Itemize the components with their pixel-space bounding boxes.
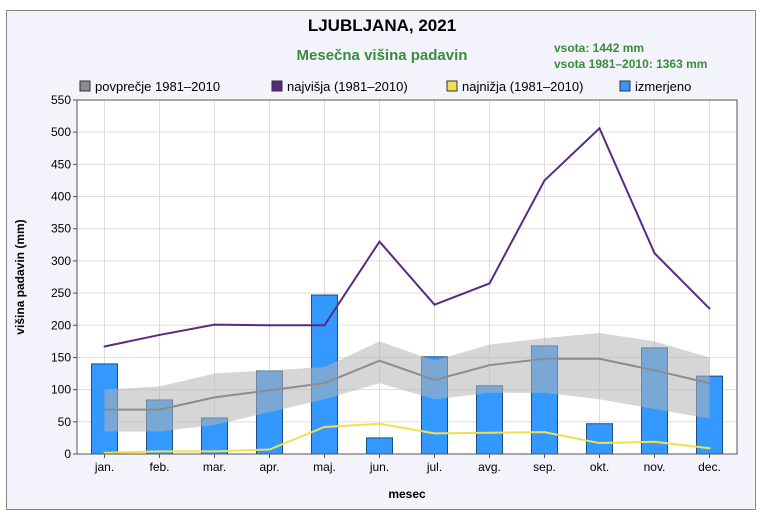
max-line-point xyxy=(213,323,216,326)
sum-label: vsota: 1442 mm xyxy=(554,41,644,55)
average-line-point xyxy=(268,389,271,392)
max-line-point xyxy=(488,282,491,285)
min-line-point xyxy=(708,447,711,450)
y-tick-label: 550 xyxy=(51,93,71,107)
legend-swatch xyxy=(79,80,91,92)
y-tick-label: 250 xyxy=(51,286,71,300)
min-line-point xyxy=(323,425,326,428)
max-line-point xyxy=(158,333,161,336)
x-tick-label: nov. xyxy=(644,460,666,474)
average-line-point xyxy=(543,357,546,360)
min-line-point xyxy=(378,422,381,425)
max-line-point xyxy=(323,324,326,327)
y-tick-label: 50 xyxy=(58,415,72,429)
x-tick-label: avg. xyxy=(478,460,501,474)
min-line-point xyxy=(543,431,546,434)
max-line-point xyxy=(433,303,436,306)
x-tick-label: jul. xyxy=(426,460,442,474)
average-line-point xyxy=(158,408,161,411)
max-line-point xyxy=(653,252,656,255)
min-line xyxy=(104,422,710,454)
legend-label: najvišja (1981–2010) xyxy=(287,79,408,94)
sum-normal-label: vsota 1981–2010: 1363 mm xyxy=(554,57,707,71)
legend-swatch xyxy=(271,80,283,92)
x-axis-label: mesec xyxy=(388,487,426,501)
normal-range-band xyxy=(104,332,710,432)
min-line-point xyxy=(158,450,161,453)
bar-okt xyxy=(586,423,613,455)
y-tick-label: 200 xyxy=(51,318,71,332)
max-line-point xyxy=(268,324,271,327)
chart-subtitle: Mesečna višina padavin xyxy=(297,47,468,64)
y-tick-label: 0 xyxy=(64,447,71,461)
y-axis-label: višina padavin (mm) xyxy=(13,219,27,334)
bar-jun xyxy=(366,437,393,455)
chart-title: LJUBLJANA, 2021 xyxy=(308,16,456,35)
min-line-point xyxy=(653,440,656,443)
x-tick-label: mar. xyxy=(203,460,226,474)
max-line-point xyxy=(378,240,381,243)
max-line-point xyxy=(103,345,106,348)
min-line-point xyxy=(433,432,436,435)
legend-swatch xyxy=(446,80,458,92)
legend-label: izmerjeno xyxy=(635,79,691,94)
y-tick-label: 150 xyxy=(51,350,71,364)
average-line-point xyxy=(213,396,216,399)
max-line xyxy=(104,126,711,348)
y-tick-label: 350 xyxy=(51,222,71,236)
min-line-point xyxy=(268,448,271,451)
average-line-point xyxy=(488,364,491,367)
min-line-point xyxy=(213,450,216,453)
x-tick-label: sep. xyxy=(533,460,556,474)
average-line-point xyxy=(598,357,601,360)
min-line-point xyxy=(488,431,491,434)
bar-avg xyxy=(476,385,503,455)
max-line-point xyxy=(708,307,711,310)
max-line-point xyxy=(598,127,601,130)
min-line-point xyxy=(598,442,601,445)
average-line-point xyxy=(433,378,436,381)
average-line xyxy=(104,357,710,411)
min-line-point xyxy=(103,451,106,454)
x-tick-label: jan. xyxy=(94,460,114,474)
average-line-point xyxy=(378,359,381,362)
y-tick-label: 100 xyxy=(51,383,71,397)
x-tick-label: jun. xyxy=(369,460,389,474)
x-tick-label: feb. xyxy=(149,460,169,474)
y-tick-label: 400 xyxy=(51,190,71,204)
y-tick-label: 300 xyxy=(51,254,71,268)
x-tick-label: okt. xyxy=(590,460,609,474)
legend-label: povprečje 1981–2010 xyxy=(95,79,220,94)
average-line-point xyxy=(103,408,106,411)
average-line-point xyxy=(653,369,656,372)
y-tick-label: 450 xyxy=(51,157,71,171)
y-tick-label: 500 xyxy=(51,125,71,139)
legend-swatch xyxy=(619,80,631,92)
plot-border xyxy=(76,99,738,455)
average-line-point xyxy=(323,382,326,385)
x-tick-label: apr. xyxy=(259,460,279,474)
legend-label: najnižja (1981–2010) xyxy=(462,79,583,94)
max-line-point xyxy=(543,179,546,182)
x-tick-label: maj. xyxy=(313,460,336,474)
average-line-point xyxy=(708,382,711,385)
x-tick-label: dec. xyxy=(698,460,721,474)
